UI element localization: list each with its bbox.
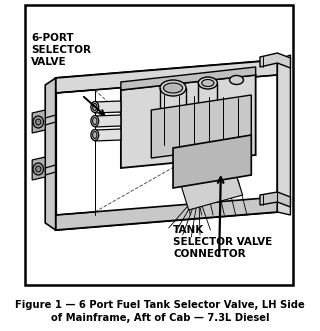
Polygon shape <box>121 67 256 90</box>
Ellipse shape <box>36 166 41 172</box>
Ellipse shape <box>202 79 214 86</box>
Polygon shape <box>277 55 291 215</box>
Ellipse shape <box>198 77 217 89</box>
Polygon shape <box>121 75 256 168</box>
Circle shape <box>139 146 143 151</box>
Ellipse shape <box>92 118 97 124</box>
Polygon shape <box>260 192 291 207</box>
Bar <box>25 5 293 285</box>
Polygon shape <box>56 60 277 93</box>
Polygon shape <box>32 157 45 180</box>
Polygon shape <box>95 129 121 141</box>
Circle shape <box>173 153 178 158</box>
Text: Figure 1 — 6 Port Fuel Tank Selector Valve, LH Side
of Mainframe, Aft of Cab — 7: Figure 1 — 6 Port Fuel Tank Selector Val… <box>15 300 305 323</box>
Ellipse shape <box>160 80 186 96</box>
Ellipse shape <box>92 131 97 138</box>
Polygon shape <box>260 53 291 68</box>
Polygon shape <box>32 110 45 133</box>
Ellipse shape <box>164 83 183 93</box>
Ellipse shape <box>33 163 44 175</box>
Polygon shape <box>151 95 251 158</box>
Polygon shape <box>180 168 243 210</box>
Ellipse shape <box>229 75 244 84</box>
Ellipse shape <box>91 102 99 113</box>
Ellipse shape <box>92 104 97 111</box>
Polygon shape <box>45 78 56 230</box>
Polygon shape <box>56 197 277 230</box>
Polygon shape <box>173 135 251 188</box>
Ellipse shape <box>33 116 44 128</box>
Polygon shape <box>56 60 277 230</box>
Ellipse shape <box>91 116 99 126</box>
Polygon shape <box>95 101 121 113</box>
Text: TANK
SELECTOR VALVE
CONNECTOR: TANK SELECTOR VALVE CONNECTOR <box>173 225 272 259</box>
Circle shape <box>121 127 126 132</box>
Polygon shape <box>95 115 121 127</box>
Text: 6-PORT
SELECTOR
VALVE: 6-PORT SELECTOR VALVE <box>31 33 91 67</box>
Ellipse shape <box>36 119 41 125</box>
Ellipse shape <box>91 129 99 140</box>
